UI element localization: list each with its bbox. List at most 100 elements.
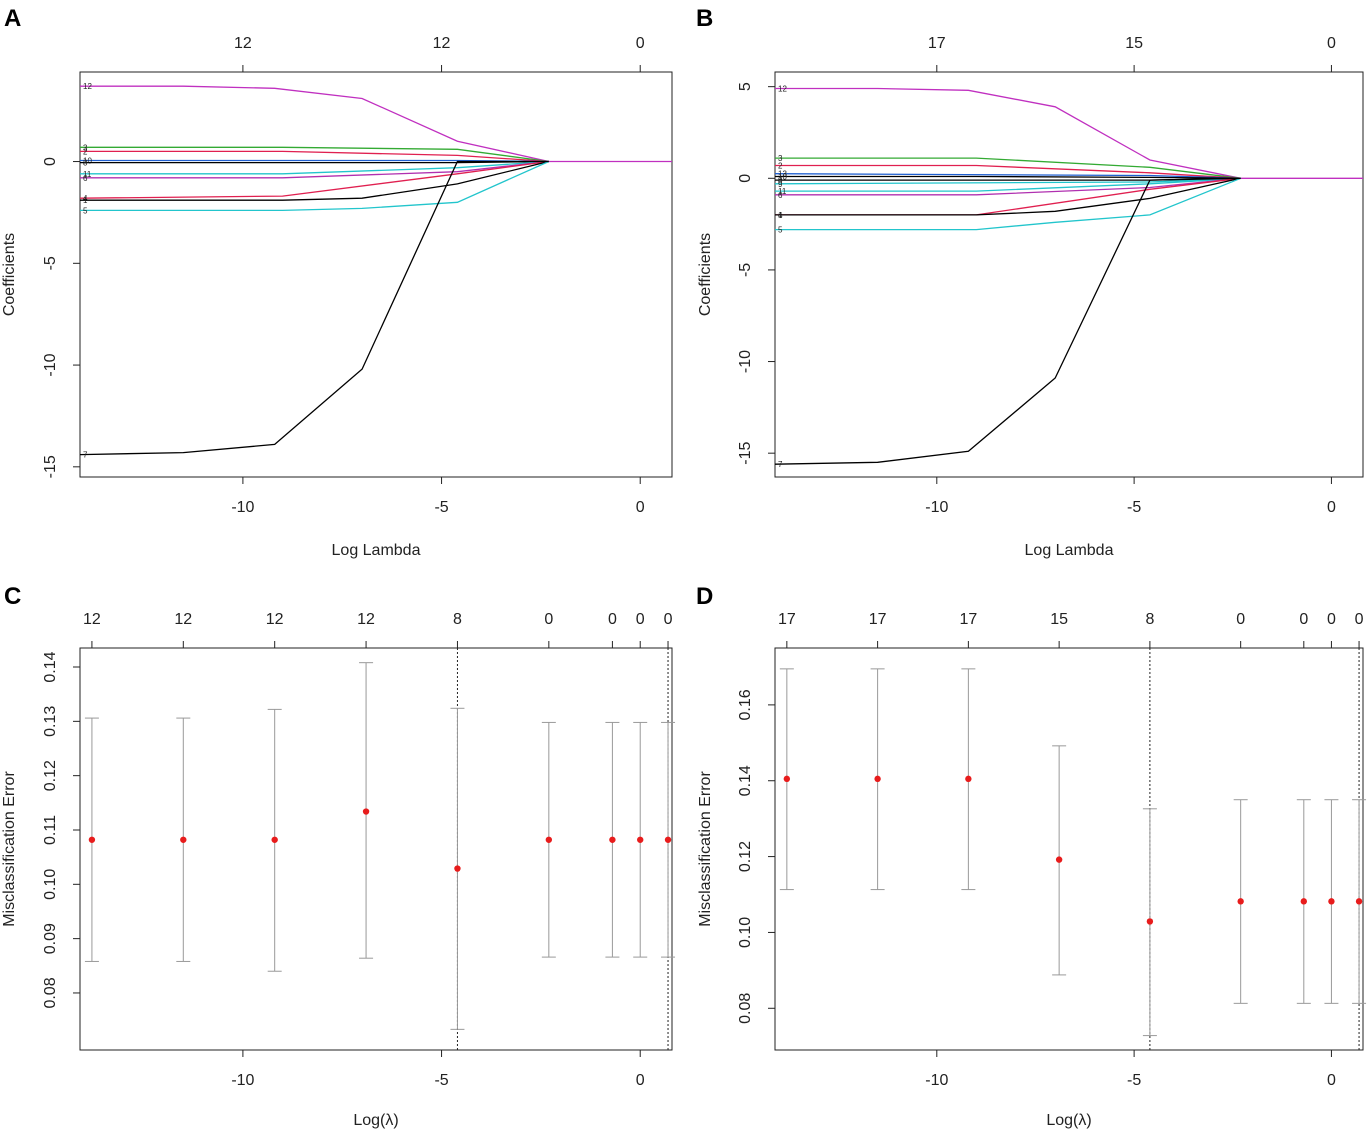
- panel-letter: B: [696, 5, 713, 32]
- curve-label-9: 9: [778, 180, 783, 189]
- y-tick-label: 0.12: [737, 841, 754, 872]
- coef-path-12: [775, 87, 1363, 179]
- x-axis-title: Log Lambda: [332, 542, 421, 559]
- top-tick-label: 12: [357, 611, 375, 628]
- cv-error-point: [1237, 898, 1244, 905]
- coef-path-7: [774, 177, 1241, 465]
- curve-label-7: 7: [83, 451, 88, 460]
- cv-error-point: [965, 775, 972, 783]
- cv-error-point: [664, 836, 672, 843]
- cv-error-point: [545, 836, 553, 843]
- y-tick-label: -10: [737, 350, 754, 373]
- curve-label-8: 8: [83, 159, 88, 168]
- cv-error-point: [88, 836, 96, 843]
- y-tick-label: -15: [42, 455, 59, 478]
- x-tick-label: -5: [1127, 499, 1141, 516]
- y-tick-label: 0.08: [737, 993, 754, 1024]
- y-tick-label: 0.10: [42, 869, 59, 900]
- y-tick-label: -10: [42, 353, 59, 376]
- y-tick-label: -15: [737, 442, 754, 465]
- cv-error-point: [874, 775, 881, 783]
- top-tick-label: 8: [1145, 611, 1154, 628]
- y-tick-label: 0.14: [737, 765, 754, 796]
- y-tick-label: 0.11: [42, 815, 59, 845]
- coef-path-5: [80, 160, 550, 212]
- y-axis-title: Coefficients: [697, 233, 714, 316]
- top-tick-label: 0: [608, 611, 617, 628]
- coef-path-2: [775, 164, 1241, 179]
- coef-path-6: [80, 160, 549, 179]
- curve-label-12: 12: [778, 84, 787, 93]
- cv-error-point: [637, 836, 644, 843]
- plot-frame: [79, 71, 673, 478]
- coef-path-7: [79, 160, 549, 456]
- plot-frame: [79, 647, 673, 1051]
- top-tick-label: 12: [234, 35, 252, 52]
- top-tick-label: 12: [433, 35, 451, 52]
- top-tick-label: 0: [636, 35, 645, 52]
- panel-letter: A: [4, 5, 21, 32]
- cv-error-point: [609, 836, 616, 843]
- coef-path-6: [775, 177, 1241, 196]
- cv-error-point: [362, 808, 370, 815]
- x-axis-title: Log(λ): [353, 1112, 398, 1129]
- top-tick-label: 15: [1125, 35, 1143, 52]
- coef-path-11: [80, 160, 549, 175]
- y-tick-label: -5: [737, 263, 754, 277]
- curve-label-11: 11: [83, 170, 92, 179]
- coef-path-10: [775, 175, 1241, 179]
- plot-frame: [774, 647, 1364, 1051]
- y-axis-title: Misclassification Error: [1, 771, 18, 927]
- panel-letter: D: [696, 583, 713, 610]
- top-tick-label: 15: [1050, 611, 1068, 628]
- cv-error-point: [1328, 898, 1335, 905]
- y-tick-label: 0.14: [42, 651, 59, 682]
- cv-error-point: [271, 836, 278, 843]
- curve-label-1: 1: [83, 196, 88, 205]
- y-tick-label: 0.10: [737, 917, 754, 948]
- top-tick-label: 17: [869, 611, 887, 628]
- top-tick-label: 0: [1236, 611, 1245, 628]
- x-axis-title: Log Lambda: [1025, 542, 1114, 559]
- top-tick-label: 0: [544, 611, 553, 628]
- curve-label-6: 6: [778, 191, 783, 200]
- top-tick-label: 8: [453, 611, 462, 628]
- y-tick-label: 0.12: [42, 760, 59, 791]
- coef-path-3: [775, 157, 1241, 179]
- x-tick-label: -10: [231, 1072, 254, 1089]
- y-axis-title: Misclassification Error: [697, 771, 714, 927]
- x-tick-label: 0: [636, 1072, 645, 1089]
- y-axis-title: Coefficients: [1, 233, 18, 316]
- curve-label-1: 1: [778, 211, 783, 220]
- y-tick-label: 0.13: [42, 706, 59, 737]
- coef-path-2: [80, 150, 549, 163]
- y-tick-label: 5: [737, 82, 754, 91]
- x-tick-label: 0: [1327, 499, 1336, 516]
- y-tick-label: 0.09: [42, 923, 59, 954]
- y-tick-label: 0: [737, 174, 754, 183]
- y-tick-label: 0.08: [42, 977, 59, 1008]
- curve-label-7: 7: [778, 460, 783, 469]
- curve-label-10: 10: [83, 157, 92, 166]
- curve-label-11: 11: [778, 187, 787, 196]
- top-tick-label: 0: [1327, 611, 1336, 628]
- curve-label-3: 3: [83, 143, 88, 152]
- curve-label-13: 13: [778, 170, 787, 179]
- coef-path-11: [775, 177, 1241, 192]
- top-tick-label: 17: [778, 611, 796, 628]
- cv-error-point: [1146, 918, 1154, 925]
- curve-label-2: 2: [83, 147, 88, 156]
- coef-path-1: [775, 177, 1241, 216]
- y-tick-label: -5: [42, 256, 59, 270]
- x-tick-label: -10: [925, 1072, 948, 1089]
- top-tick-label: 12: [83, 611, 101, 628]
- top-tick-label: 17: [928, 35, 946, 52]
- curve-label-12: 12: [83, 82, 92, 91]
- cv-error-point: [1055, 856, 1063, 863]
- coef-path-3: [80, 146, 549, 163]
- curve-label-8: 8: [778, 176, 783, 185]
- panel-d: D -10 -5 0 17 17 17 15 8 0 0 0 0 0.08 0.10 0.12 0.14 0.16…: [696, 583, 1367, 1129]
- coef-path-12: [80, 85, 672, 163]
- coef-path-4: [79, 160, 549, 199]
